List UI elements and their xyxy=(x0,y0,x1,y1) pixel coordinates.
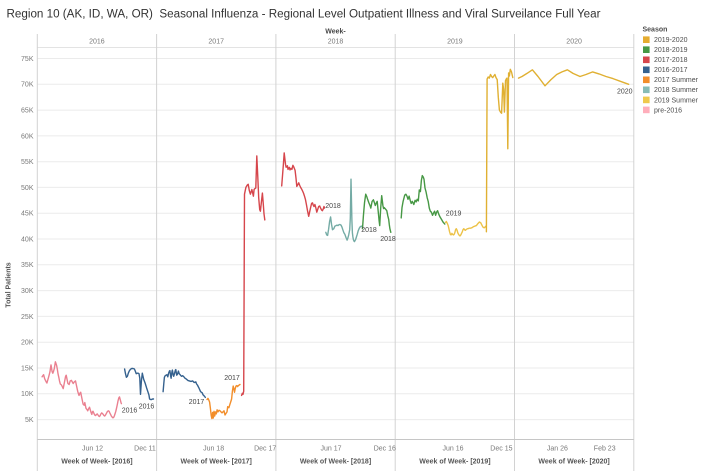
svg-text:Season: Season xyxy=(643,27,668,34)
svg-text:Dec 17: Dec 17 xyxy=(254,446,276,453)
svg-text:2016: 2016 xyxy=(122,408,138,415)
svg-text:55K: 55K xyxy=(21,159,34,166)
svg-text:2016-2017: 2016-2017 xyxy=(654,67,688,74)
svg-text:2018: 2018 xyxy=(325,203,341,210)
svg-text:40K: 40K xyxy=(21,236,34,243)
svg-text:2018: 2018 xyxy=(361,227,377,234)
svg-text:Feb 23: Feb 23 xyxy=(594,446,616,453)
svg-text:pre-2016: pre-2016 xyxy=(654,107,682,114)
svg-text:Jan 26: Jan 26 xyxy=(547,446,568,453)
svg-text:Jun 12: Jun 12 xyxy=(82,446,103,453)
svg-text:70K: 70K xyxy=(21,82,34,89)
svg-text:5K: 5K xyxy=(25,417,34,424)
svg-text:60K: 60K xyxy=(21,133,34,140)
svg-text:15K: 15K xyxy=(21,365,34,372)
svg-text:Region 10 (AK, ID, WA, OR) Se: Region 10 (AK, ID, WA, OR) Seasonal Infl… xyxy=(7,8,601,21)
svg-text:75K: 75K xyxy=(21,56,34,63)
svg-text:25K: 25K xyxy=(21,314,34,321)
svg-text:Dec 11: Dec 11 xyxy=(134,446,156,453)
svg-text:10K: 10K xyxy=(21,391,34,398)
svg-text:Week of Week- [2017]: Week of Week- [2017] xyxy=(181,459,252,466)
svg-text:2020: 2020 xyxy=(566,39,582,46)
svg-text:2017: 2017 xyxy=(189,399,205,406)
svg-text:2017-2018: 2017-2018 xyxy=(654,57,688,64)
svg-text:2017: 2017 xyxy=(224,375,240,382)
svg-text:35K: 35K xyxy=(21,262,34,269)
svg-text:2018-2019: 2018-2019 xyxy=(654,47,688,54)
svg-text:2016: 2016 xyxy=(139,404,155,411)
svg-text:Jun 18: Jun 18 xyxy=(203,446,224,453)
svg-text:Week of Week- [2020]: Week of Week- [2020] xyxy=(538,459,609,466)
svg-text:30K: 30K xyxy=(21,288,34,295)
svg-text:Week of Week- [2018]: Week of Week- [2018] xyxy=(300,459,371,466)
svg-text:Week-: Week- xyxy=(325,29,346,36)
svg-text:Total Patients: Total Patients xyxy=(6,262,13,307)
svg-text:50K: 50K xyxy=(21,185,34,192)
svg-text:2017 Summer: 2017 Summer xyxy=(654,77,699,84)
svg-text:Jun 17: Jun 17 xyxy=(320,446,341,453)
svg-text:45K: 45K xyxy=(21,211,34,218)
svg-text:2018: 2018 xyxy=(328,39,344,46)
svg-text:Week of Week- [2016]: Week of Week- [2016] xyxy=(61,459,132,466)
svg-text:2017: 2017 xyxy=(208,39,224,46)
svg-text:2019: 2019 xyxy=(446,211,462,218)
svg-text:2019 Summer: 2019 Summer xyxy=(654,97,699,104)
svg-text:2018: 2018 xyxy=(380,236,396,243)
svg-text:Jun 16: Jun 16 xyxy=(442,446,463,453)
svg-text:2018 Summer: 2018 Summer xyxy=(654,87,699,94)
svg-text:20K: 20K xyxy=(21,340,34,347)
svg-text:2019-2020: 2019-2020 xyxy=(654,37,688,44)
svg-text:Week of Week- [2019]: Week of Week- [2019] xyxy=(419,459,490,466)
svg-text:Dec 16: Dec 16 xyxy=(374,446,396,453)
svg-text:Dec 15: Dec 15 xyxy=(490,446,512,453)
svg-text:2020: 2020 xyxy=(617,88,633,95)
svg-text:65K: 65K xyxy=(21,108,34,115)
svg-text:2016: 2016 xyxy=(89,39,105,46)
svg-text:2019: 2019 xyxy=(447,39,463,46)
